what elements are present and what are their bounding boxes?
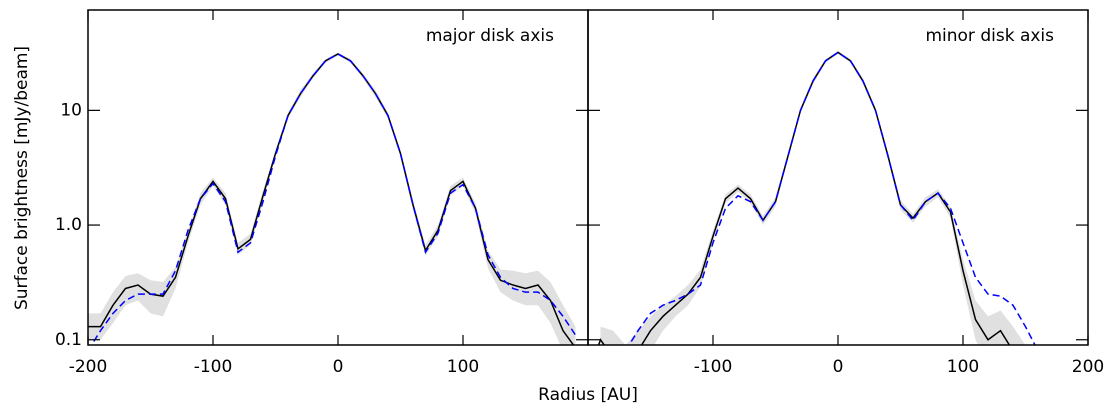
x-tick-label: -100 — [194, 357, 233, 377]
x-tick-label: -100 — [694, 357, 733, 377]
x-tick-label: 100 — [947, 357, 979, 377]
y-tick-label: 0.1 — [55, 330, 82, 350]
axes-frame — [587, 9, 1089, 346]
x-tick-label: 0 — [833, 357, 844, 377]
plot-area — [88, 52, 577, 345]
y-tick-label: 10 — [60, 100, 82, 120]
panel-title: major disk axis — [426, 26, 554, 46]
plot-area — [597, 50, 1036, 345]
error-band — [600, 50, 1026, 345]
x-tick-label: 100 — [447, 357, 479, 377]
x-tick-label: 0 — [333, 357, 344, 377]
data-line — [628, 51, 1036, 345]
x-axis-label: Radius [AU] — [538, 385, 638, 405]
x-tick-label: 200 — [1072, 357, 1104, 377]
error-band — [88, 52, 576, 345]
y-axis-label: Surface brightness [mJy/beam] — [12, 46, 32, 310]
panel-title: minor disk axis — [925, 26, 1054, 46]
data-line — [597, 51, 1011, 345]
x-tick-label: -200 — [69, 357, 108, 377]
y-tick-label: 1.0 — [55, 215, 82, 235]
data-line — [90, 53, 577, 345]
